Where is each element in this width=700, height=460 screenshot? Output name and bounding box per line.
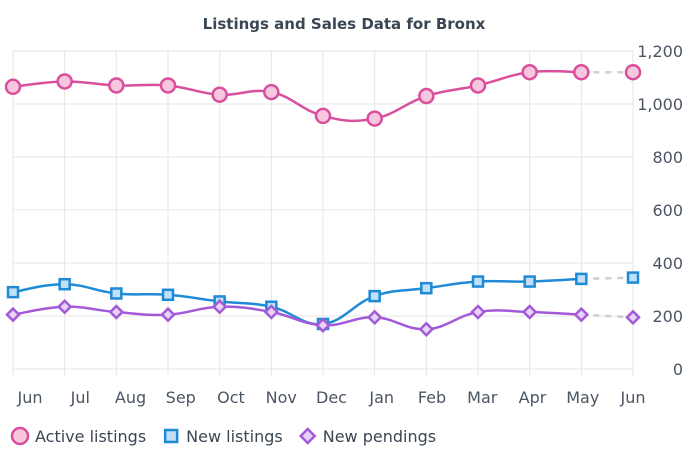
data-point[interactable] — [5, 306, 21, 323]
data-point[interactable] — [368, 289, 381, 303]
x-axis-ticks: Jun Jul Aug Sep Oct Nov Dec Jan Feb Mar Apr May Jun — [17, 388, 646, 407]
y-tick-label: 0 — [673, 360, 683, 379]
data-point[interactable] — [366, 309, 383, 326]
data-point[interactable] — [523, 275, 536, 288]
data-point[interactable] — [56, 298, 73, 315]
x-tick-label: Sep — [166, 388, 196, 407]
data-point[interactable] — [211, 298, 228, 315]
data-point[interactable] — [108, 304, 125, 320]
y-tick-label: 600 — [652, 201, 683, 220]
data-point[interactable] — [521, 63, 538, 81]
data-point[interactable] — [470, 304, 486, 320]
data-point[interactable] — [573, 63, 590, 81]
legend-item-active-listings[interactable]: Active listings — [10, 426, 146, 446]
data-point[interactable] — [108, 77, 125, 94]
data-point[interactable] — [6, 285, 20, 299]
data-point[interactable] — [469, 77, 487, 94]
legend-marker[interactable] — [10, 426, 30, 446]
series-line — [12, 69, 582, 123]
data-point[interactable] — [624, 63, 642, 81]
data-point[interactable] — [110, 287, 123, 300]
data-point[interactable] — [4, 78, 22, 96]
x-tick-label: Oct — [217, 388, 245, 407]
data-point[interactable] — [521, 304, 538, 320]
y-axis-ticks: 0 200 400 600 800 1,000 1,200 — [637, 42, 683, 379]
x-tick-label: Dec — [316, 388, 347, 407]
data-point[interactable] — [573, 306, 590, 323]
data-point[interactable] — [314, 107, 332, 125]
data-point[interactable] — [58, 277, 71, 291]
legend-marker[interactable] — [163, 428, 179, 444]
data-point[interactable] — [56, 73, 73, 90]
legend-item-new-listings[interactable]: New listings — [163, 427, 283, 446]
legend-label: New listings — [186, 427, 283, 446]
legend-marker[interactable] — [298, 427, 317, 445]
x-tick-label: Jul — [70, 388, 90, 407]
legend-item-new-pendings[interactable]: New pendings — [298, 427, 436, 446]
y-tick-label: 1,000 — [637, 95, 683, 114]
x-tick-label: May — [566, 388, 599, 407]
x-tick-label: Feb — [418, 388, 446, 407]
data-point[interactable] — [420, 281, 433, 295]
legend: Active listings New listings New pendings — [10, 426, 436, 446]
data-point[interactable] — [161, 288, 175, 302]
data-point[interactable] — [160, 306, 176, 323]
data-point[interactable] — [366, 110, 383, 127]
y-tick-label: 200 — [652, 307, 683, 326]
chart-title: Listings and Sales Data for Bronx — [203, 15, 486, 33]
data-point[interactable] — [626, 271, 640, 284]
x-tick-label: Apr — [519, 388, 547, 407]
series-new-pendings — [5, 298, 641, 338]
legend-label: New pendings — [323, 427, 436, 446]
x-tick-label: Jan — [368, 388, 394, 407]
data-point[interactable] — [315, 317, 331, 334]
y-tick-label: 400 — [652, 254, 683, 273]
series-active-listings — [4, 63, 642, 127]
data-point[interactable] — [263, 304, 280, 320]
x-tick-label: Jun — [17, 388, 43, 407]
x-tick-label: Mar — [467, 388, 498, 407]
x-tick-label: Nov — [266, 388, 297, 407]
series-line — [12, 277, 582, 326]
data-point[interactable] — [471, 275, 485, 288]
x-tick-label: Jun — [620, 388, 646, 407]
series-projection-line — [581, 313, 634, 319]
series-layer — [4, 63, 642, 338]
y-tick-label: 1,200 — [637, 42, 683, 61]
data-point[interactable] — [211, 86, 228, 103]
y-tick-label: 800 — [652, 148, 683, 167]
x-tick-label: Aug — [115, 388, 146, 407]
data-point[interactable] — [625, 309, 641, 326]
legend-label: Active listings — [35, 427, 146, 446]
data-point[interactable] — [263, 83, 280, 101]
data-point[interactable] — [575, 272, 588, 286]
data-point[interactable] — [418, 87, 435, 105]
series-projection-line — [581, 276, 634, 281]
data-point[interactable] — [159, 77, 177, 94]
data-point[interactable] — [418, 321, 435, 338]
